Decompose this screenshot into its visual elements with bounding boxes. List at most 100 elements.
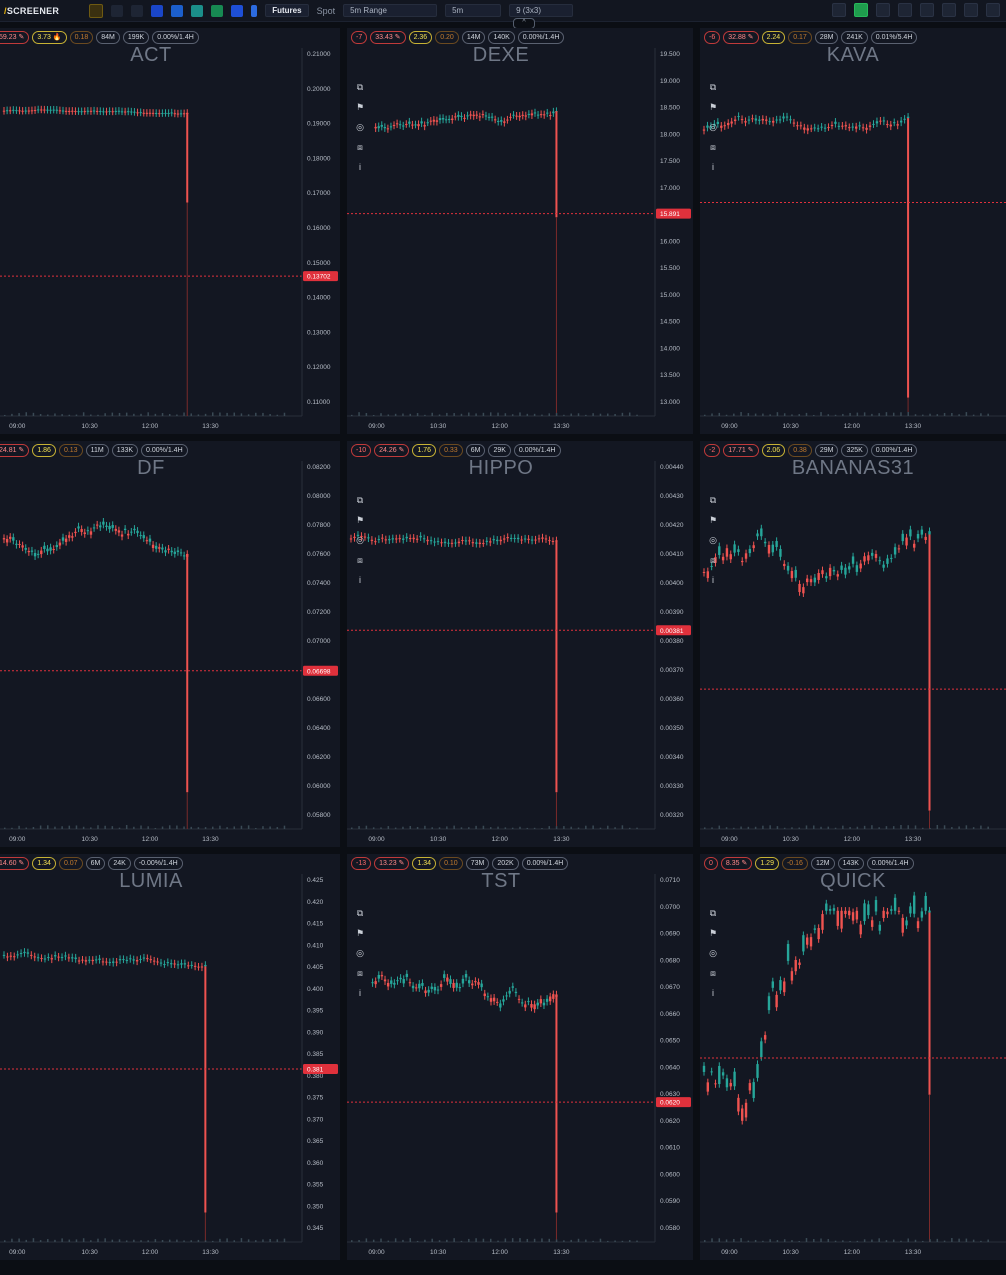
sort-icon[interactable] <box>876 3 890 17</box>
leaf-icon[interactable] <box>211 4 224 17</box>
window-icon[interactable]: ⧈ <box>357 142 363 152</box>
candle-body <box>94 959 98 961</box>
grid-icon[interactable] <box>898 3 912 17</box>
stat-chip: 28M <box>814 30 839 44</box>
candlestick-chart[interactable]: 09:00 10:30 12:00 13:30 <box>700 854 1006 1260</box>
layout-select[interactable]: 9 (3x3) <box>509 4 574 17</box>
chart-panel-act[interactable]: 0.21000 0.20000 0.19000 0.18000 0.17000 0.160… <box>0 28 340 434</box>
candle-body <box>513 537 516 539</box>
candle-body <box>91 959 94 962</box>
hide-icon[interactable]: ◎ <box>709 535 717 545</box>
candle-body <box>182 555 186 557</box>
window-icon[interactable]: ⧈ <box>357 555 363 565</box>
candlestick-chart[interactable]: 0.425 0.420 0.415 0.410 0.405 0.400 0.395 0.390… <box>0 854 340 1260</box>
candlestick-chart[interactable]: 0.21000 0.20000 0.19000 0.18000 0.17000 0.160… <box>0 28 340 434</box>
candle-body <box>497 120 500 122</box>
candlestick-chart[interactable]: 19.50019.00018.50018.00017.50017.00016.5… <box>347 28 693 434</box>
volume-bar <box>39 413 42 416</box>
hide-icon[interactable]: ◎ <box>709 948 717 958</box>
info-icon[interactable]: i <box>359 162 361 172</box>
volume-bar <box>204 413 207 416</box>
candle-body <box>402 979 405 984</box>
candlestick-chart[interactable]: 0.08200 0.08000 0.07800 0.07600 0.07400 0.072… <box>0 441 340 847</box>
stat-chip: -13 <box>351 856 372 870</box>
pin-icon[interactable]: ⚑ <box>355 515 365 525</box>
copy-icon[interactable]: ⧉ <box>709 495 717 505</box>
info-icon[interactable]: i <box>359 575 361 585</box>
info-icon[interactable]: i <box>712 162 714 172</box>
candle-body <box>21 545 24 548</box>
candle-body <box>756 1064 759 1078</box>
settings-icon[interactable] <box>964 3 978 17</box>
info-icon[interactable]: i <box>712 575 714 585</box>
window-icon[interactable]: ⧈ <box>710 142 716 152</box>
candle-body <box>875 121 879 124</box>
window-icon[interactable]: ⧈ <box>710 555 716 565</box>
dollar-icon[interactable] <box>920 3 934 17</box>
window-icon[interactable]: ⧈ <box>357 968 363 978</box>
search-icon[interactable] <box>832 3 846 17</box>
chart-panel-bananas31[interactable]: 09:00 10:30 12:00 13:30 -2 17.71 ✎ 2.06 0.38 29M… <box>700 441 1006 847</box>
window-icon[interactable]: ⧈ <box>710 968 716 978</box>
volume-bar <box>878 1238 880 1242</box>
volume-bar <box>190 826 192 829</box>
volume-bar <box>140 1240 142 1242</box>
volume-bar <box>856 412 859 416</box>
volume-bar <box>892 826 895 829</box>
copy-icon[interactable]: ⧉ <box>356 495 364 505</box>
info-icon[interactable]: i <box>712 988 714 998</box>
hide-icon[interactable]: ◎ <box>709 122 717 132</box>
pin-icon[interactable]: ⚑ <box>355 928 365 938</box>
futures-tab[interactable]: Futures <box>265 4 309 17</box>
pin-icon[interactable]: ⚑ <box>355 102 365 112</box>
candle-body <box>874 900 878 912</box>
volume-bar <box>97 1238 99 1242</box>
bolt-icon[interactable] <box>251 4 258 17</box>
candlestick-chart[interactable]: 09:00 10:30 12:00 13:30 <box>700 28 1006 434</box>
hide-icon[interactable]: ◎ <box>356 122 364 132</box>
x-icon[interactable] <box>231 4 244 17</box>
candlestick-chart[interactable]: 0.0710 0.0700 0.0690 0.0680 0.0670 0.0660 0.06… <box>347 854 693 1260</box>
candle-body <box>408 538 412 540</box>
link-icon[interactable] <box>191 4 204 17</box>
pin-icon[interactable]: ⚑ <box>708 928 718 938</box>
volume-bar <box>892 412 895 416</box>
chart-panel-tst[interactable]: 0.0710 0.0700 0.0690 0.0680 0.0670 0.0660 0.06… <box>347 854 693 1260</box>
candle-body <box>527 113 531 115</box>
folder-icon[interactable] <box>171 4 184 17</box>
share-icon[interactable] <box>131 4 144 17</box>
chart-panel-df[interactable]: 0.08200 0.08000 0.07800 0.07600 0.07400 0.072… <box>0 441 340 847</box>
candlestick-chart[interactable]: 09:00 10:30 12:00 13:30 <box>700 441 1006 847</box>
volume-bar <box>827 1239 830 1242</box>
copy-icon[interactable]: ⧉ <box>356 908 364 918</box>
exchange-icon[interactable] <box>89 3 104 18</box>
g-icon[interactable] <box>151 4 164 17</box>
copy-icon[interactable]: ⧉ <box>709 908 717 918</box>
volume-bar <box>39 825 42 829</box>
spot-tab[interactable]: Spot <box>316 5 336 16</box>
candlestick-chart[interactable]: 0.00440 0.00430 0.00420 0.00410 0.00400 0.003… <box>347 441 693 847</box>
hide-icon[interactable]: ◎ <box>356 948 364 958</box>
chart-panel-kava[interactable]: 09:00 10:30 12:00 13:30 -6 32.88 ✎ 2.24 0.17 28M… <box>700 28 1006 434</box>
menu-icon[interactable] <box>986 3 1000 17</box>
candle-body <box>454 542 457 544</box>
volume-bar <box>849 412 851 416</box>
candle-body <box>36 109 40 111</box>
candle-body <box>478 542 482 544</box>
chart-panel-quick[interactable]: 09:00 10:30 12:00 13:30 0 8.35 ✎ 1.29 -0.16 12M 1… <box>700 854 1006 1260</box>
pin-icon[interactable]: ⚑ <box>708 515 718 525</box>
copy-icon[interactable]: ⧉ <box>709 82 717 92</box>
info-icon[interactable]: i <box>359 988 361 998</box>
list-icon[interactable] <box>111 4 124 17</box>
chart-panel-dexe[interactable]: 19.50019.00018.50018.00017.50017.00016.5… <box>347 28 693 434</box>
chart-panel-lumia[interactable]: 0.425 0.420 0.415 0.410 0.405 0.400 0.395 0.390… <box>0 854 340 1260</box>
chart-icon[interactable] <box>942 3 956 17</box>
range-select[interactable]: 5m Range <box>343 4 438 17</box>
interval-select[interactable]: 5m <box>445 4 502 17</box>
pin-icon[interactable]: ⚑ <box>708 102 718 112</box>
copy-icon[interactable]: ⧉ <box>356 82 364 92</box>
candle-body <box>865 127 868 130</box>
chart-panel-hippo[interactable]: 0.00440 0.00430 0.00420 0.00410 0.00400 0.003… <box>347 441 693 847</box>
alert-icon[interactable] <box>854 3 868 17</box>
hide-icon[interactable]: ◎ <box>356 535 364 545</box>
